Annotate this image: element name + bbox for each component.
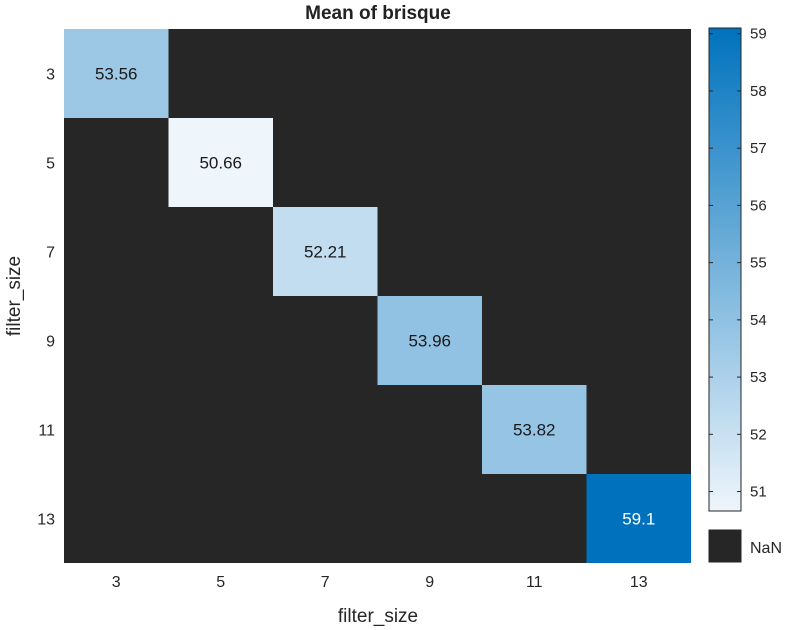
colorbar-tick-label: 54 bbox=[750, 312, 767, 329]
y-tick-label: 7 bbox=[46, 245, 55, 262]
cell-value-label: 59.1 bbox=[622, 510, 655, 529]
heatmap-cell bbox=[273, 207, 378, 296]
x-tick-labels: 3 5 7 9 11 13 bbox=[112, 574, 648, 591]
colorbar-ticks: 51 52 53 54 55 56 57 58 59 bbox=[709, 26, 767, 501]
x-tick-label: 5 bbox=[216, 574, 225, 591]
heatmap-cell bbox=[377, 296, 482, 385]
cell-value-label: 53.56 bbox=[95, 65, 138, 84]
x-tick-label: 9 bbox=[425, 574, 434, 591]
colorbar-tick-label: 57 bbox=[750, 140, 767, 157]
cell-value-label: 50.66 bbox=[199, 154, 242, 173]
x-axis-label: filter_size bbox=[338, 606, 418, 627]
heatmap-cell bbox=[586, 474, 691, 563]
cell-value-label: 52.21 bbox=[304, 243, 347, 262]
x-tick-label: 7 bbox=[321, 574, 330, 591]
colorbar-tick-label: 52 bbox=[750, 426, 767, 443]
x-tick-label: 11 bbox=[526, 574, 543, 591]
colorbar-tick-label: 53 bbox=[750, 369, 767, 386]
heatmap-cell bbox=[168, 118, 273, 207]
y-axis-label: filter_size bbox=[4, 256, 25, 336]
y-tick-label: 9 bbox=[46, 334, 55, 351]
nan-legend-swatch bbox=[708, 529, 742, 563]
y-tick-labels: 3 5 7 9 11 13 bbox=[37, 67, 55, 529]
heatmap-cell bbox=[64, 29, 169, 118]
heatmap-cells: 53.56 50.66 52.21 53.96 53.82 59.1 bbox=[64, 29, 691, 563]
nan-legend-label: NaN bbox=[750, 540, 782, 557]
colorbar bbox=[708, 27, 742, 512]
cell-value-label: 53.96 bbox=[408, 332, 451, 351]
y-tick-label: 3 bbox=[46, 67, 55, 84]
colorbar-tick-label: 56 bbox=[750, 197, 767, 214]
x-tick-label: 13 bbox=[630, 574, 648, 591]
colorbar-tick-label: 58 bbox=[750, 83, 767, 100]
heatmap-cell bbox=[482, 385, 587, 474]
colorbar-tick-label: 55 bbox=[750, 255, 767, 272]
y-tick-label: 5 bbox=[46, 156, 55, 173]
cell-value-label: 53.82 bbox=[513, 421, 556, 440]
y-tick-label: 13 bbox=[37, 512, 55, 529]
chart-title: Mean of brisque bbox=[305, 3, 451, 24]
colorbar-tick-label: 51 bbox=[750, 484, 767, 501]
y-tick-label: 11 bbox=[38, 423, 55, 440]
x-tick-label: 3 bbox=[112, 574, 121, 591]
colorbar-tick-label: 59 bbox=[750, 26, 767, 43]
